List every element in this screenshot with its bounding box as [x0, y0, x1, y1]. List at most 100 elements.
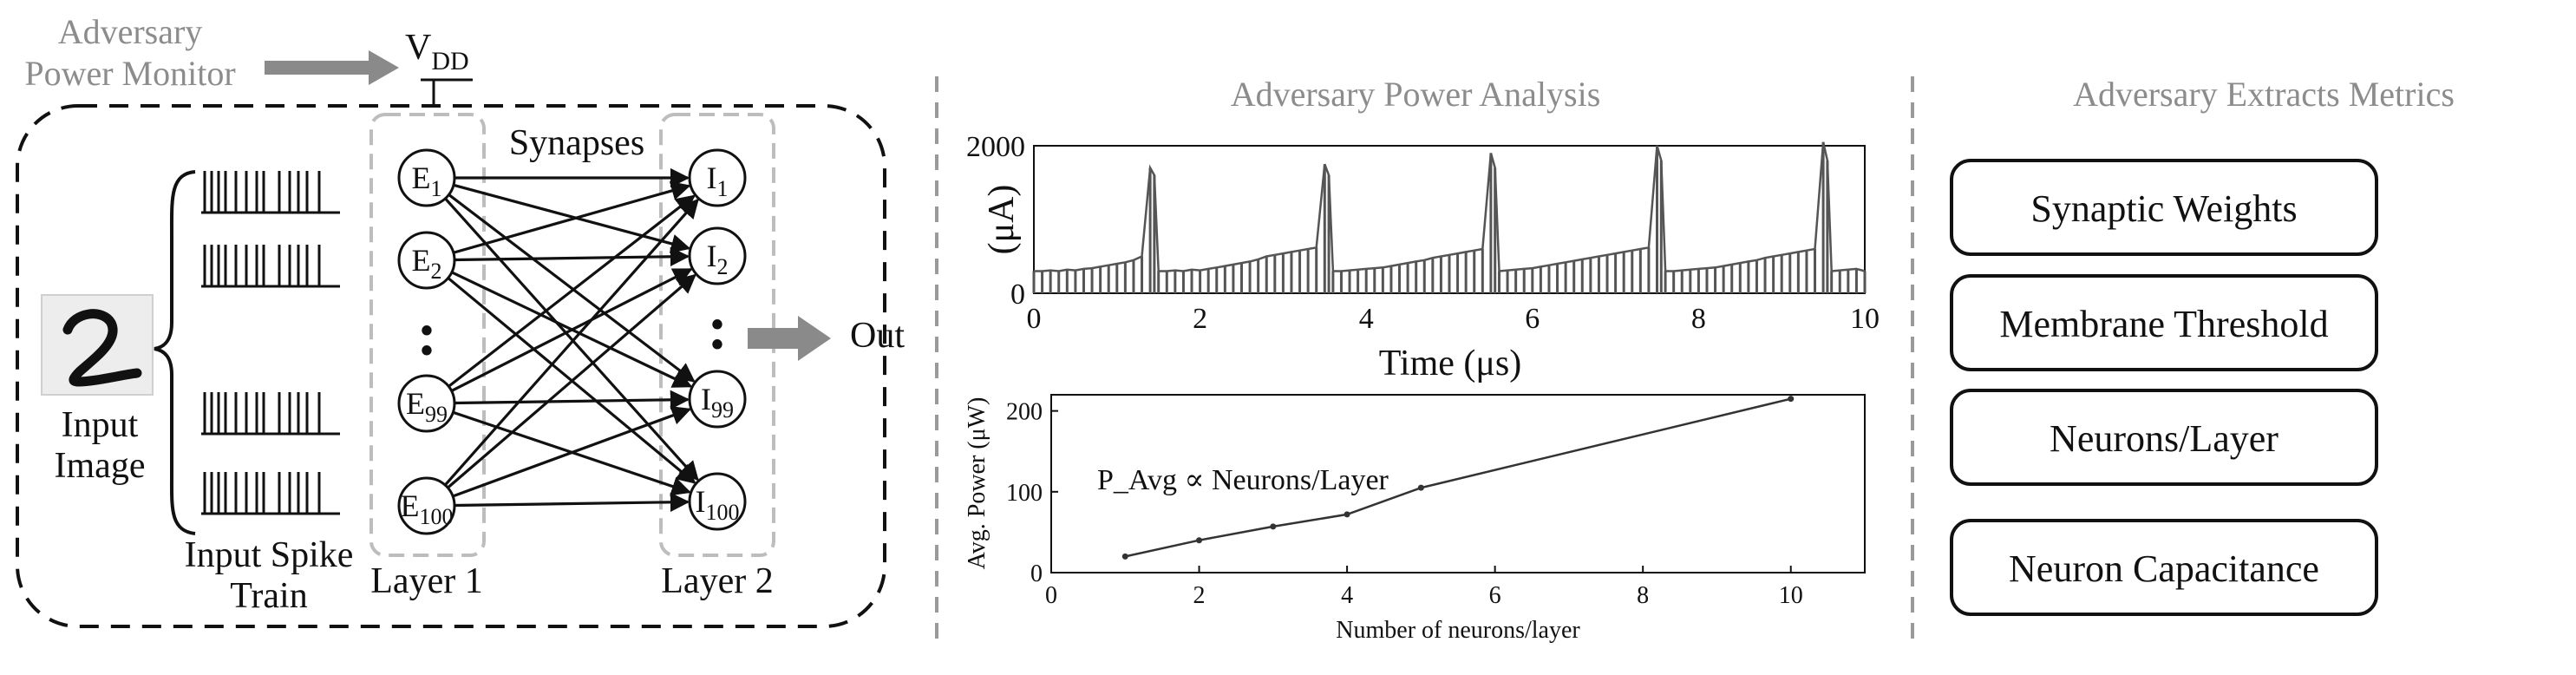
inhibitory-neuron-circle: [688, 148, 747, 207]
chart2-point: [1417, 484, 1424, 491]
chart1-ytick-label: 2000: [966, 131, 1025, 163]
excitatory-neuron-circle: [397, 374, 456, 433]
layer2-box: [659, 113, 775, 557]
inhibitory-neuron-label: I2: [707, 239, 729, 279]
excitatory-neuron-circle: [397, 231, 456, 290]
chart2-point: [1121, 553, 1128, 560]
chart2-point: [1196, 537, 1203, 544]
chart2-xtick-label: 4: [1341, 582, 1353, 609]
synapse-arrow: [450, 267, 693, 392]
excitatory-neuron-label: E1: [412, 161, 442, 201]
layer1-neurons: E1 E2 E99 E100: [397, 148, 456, 535]
monitor-label-line1: Adversary: [58, 12, 203, 51]
inhibitory-neuron-circle: [688, 226, 747, 285]
spike-label-line1: Input Spike: [185, 535, 354, 575]
input-label-line2: Image: [55, 446, 146, 486]
chart1-series-line: [1034, 141, 1866, 272]
chart2-trace: [1121, 396, 1795, 560]
chart2-xlabel: Number of neurons/layer: [1336, 617, 1580, 644]
metric-label: Neuron Capacitance: [2009, 547, 2319, 590]
chart1-ylabel: (μA): [982, 185, 1022, 255]
layer2-label: Layer 2: [661, 561, 773, 601]
synapse-arrow: [448, 193, 696, 383]
synapse-arrow: [454, 246, 690, 267]
chart1-xtick-label: 8: [1691, 303, 1706, 335]
metric-box: [1950, 274, 2378, 371]
chart2-frame: [1050, 394, 1866, 573]
metric-box: [1950, 159, 2378, 256]
inhibitory-neuron-label: I99: [701, 382, 734, 423]
metric-label: Neurons/Layer: [2050, 417, 2279, 460]
metric-label: Membrane Threshold: [1999, 303, 2328, 345]
synapse-arrow: [448, 194, 696, 388]
chart2-point: [1270, 523, 1277, 530]
excitatory-neuron-circle: [397, 476, 456, 535]
synapse-arrow: [444, 197, 699, 482]
inhibitory-neuron-label: I1: [707, 161, 729, 201]
synapse-arrow: [453, 181, 691, 254]
inhibitory-neuron-circle: [688, 370, 747, 429]
monitor-arrow-icon: [265, 50, 399, 85]
spike-label-line2: Train: [230, 576, 307, 616]
chart1-xlabel: Time (μs): [1379, 344, 1522, 383]
out-label: Out: [850, 316, 905, 356]
input-label-line1: Input: [62, 405, 139, 445]
digit-two-icon: [62, 309, 142, 387]
chart2-point: [1788, 396, 1795, 403]
snn-boundary: [16, 104, 886, 628]
chart2-xtick-label: 6: [1489, 582, 1501, 609]
chart2-xtick-label: 10: [1779, 582, 1803, 609]
synapse-arrow: [454, 390, 690, 410]
excitatory-neuron-label: E2: [412, 243, 442, 284]
chart2-xtick-label: 2: [1193, 582, 1206, 609]
layer2-neurons: I1 I2 I99 I100: [688, 148, 747, 531]
chart1-xtick-label: 2: [1193, 303, 1207, 335]
excitatory-neuron-circle: [397, 148, 456, 207]
chart1-xtick-label: 10: [1850, 303, 1880, 335]
excitatory-neuron-label: E99: [406, 386, 448, 427]
chart1-xtick-label: 0: [1027, 303, 1042, 335]
synapse-arrow: [452, 406, 692, 498]
synapse-arrow: [453, 183, 691, 253]
out-arrow-icon: [748, 316, 831, 361]
layer1-label: Layer 1: [370, 561, 482, 601]
chart2-xtick-label: 8: [1637, 582, 1649, 609]
chart2-annotation: P_Avg ∝ Neurons/Layer: [1097, 464, 1389, 496]
layer1-ellipsis: •: [421, 311, 434, 351]
excitatory-neuron-label: E100: [401, 488, 454, 529]
current-trace-chart: 0 2 4 6 8 10 0 2000 Time (μs) (μA): [966, 131, 1880, 383]
chart2-series-line: [1125, 397, 1791, 558]
synapse-arrow: [447, 273, 696, 489]
network-panel: Adversary Power Monitor VDD Input Image …: [16, 12, 905, 628]
inhibitory-neuron-circle: [688, 472, 747, 531]
chart2-ytick-label: 0: [1030, 560, 1043, 587]
metric-label: Synaptic Weights: [2030, 187, 2297, 230]
metrics-title: Adversary Extracts Metrics: [2073, 75, 2455, 114]
monitor-label-line2: Power Monitor: [24, 54, 235, 93]
synapse-connections: [444, 167, 699, 513]
layer1-box: [369, 113, 486, 557]
chart1-xtick-label: 6: [1525, 303, 1540, 335]
spike-trains: [201, 171, 340, 515]
chart2-xtick-label: 0: [1045, 582, 1057, 609]
metrics-panel: Adversary Extracts Metrics Synaptic Weig…: [1950, 75, 2455, 616]
layer1-ellipsis-2: •: [421, 331, 434, 371]
chart1-ticks: 0 2 4 6 8 10 0 2000: [966, 131, 1880, 335]
synapses-label: Synapses: [509, 123, 644, 163]
metric-box: [1950, 389, 2378, 486]
inhibitory-neuron-label: I100: [696, 484, 740, 525]
brace-icon: [154, 170, 196, 535]
chart1-xtick-label: 4: [1359, 303, 1374, 335]
vdd-label: VDD: [405, 28, 469, 75]
chart2-point: [1344, 511, 1350, 518]
synapse-arrow: [454, 492, 690, 513]
layer2-ellipsis: •: [711, 305, 724, 345]
chart1-trace: [1032, 141, 1867, 293]
metrics-list: Synaptic Weights Membrane Threshold Neuron…: [1950, 159, 2378, 616]
chart1-ytick-label: 0: [1010, 279, 1025, 311]
synapse-arrow: [444, 198, 699, 487]
